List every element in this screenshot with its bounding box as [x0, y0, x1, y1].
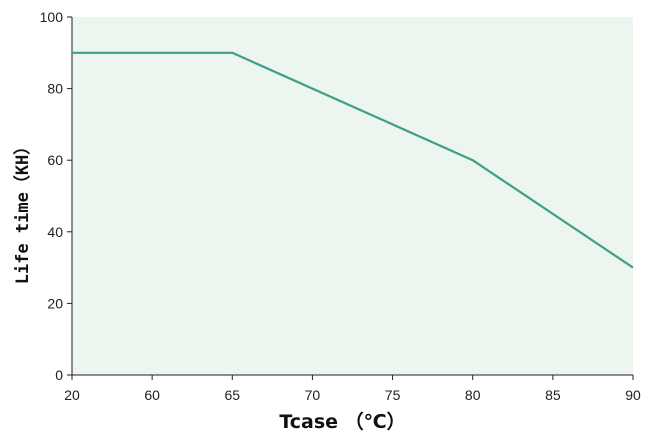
y-tick-label: 0: [55, 367, 63, 383]
x-tick-label: 80: [465, 387, 481, 403]
x-tick-label: 60: [144, 387, 160, 403]
axes: [71, 17, 633, 376]
x-tick-label: 65: [224, 387, 240, 403]
plot-area: [72, 17, 633, 375]
x-tick-label: 75: [385, 387, 401, 403]
y-tick-label: 80: [47, 81, 63, 97]
x-tick-label: 90: [625, 387, 641, 403]
x-axis-title: Tcase （℃）: [279, 410, 405, 433]
x-tick-label: 20: [64, 387, 80, 403]
y-tick-label: 60: [47, 152, 63, 168]
y-axis-title: Life time（KH）: [12, 138, 33, 285]
x-tick-label: 70: [305, 387, 321, 403]
series-layer: [72, 51, 634, 269]
y-tick-label: 100: [40, 9, 64, 25]
y-tick-label: 40: [47, 224, 63, 240]
y-tick-label: 20: [47, 295, 63, 311]
series-line: [72, 51, 634, 269]
x-tick-label: 85: [545, 387, 561, 403]
